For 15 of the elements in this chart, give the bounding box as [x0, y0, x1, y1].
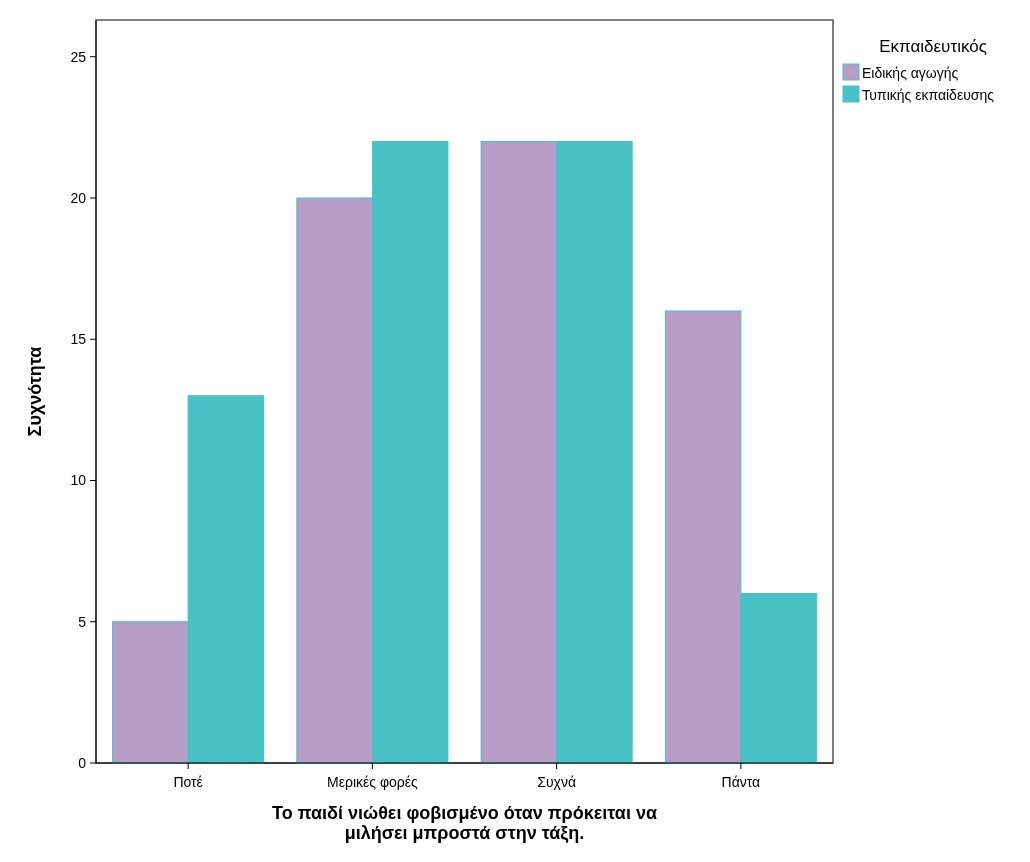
x-tick-label: Ποτέ: [173, 774, 203, 790]
x-axis-title: Το παιδί νιώθει φοβισμένο όταν πρόκειται να μιλήσει μπροστά στην τάξη.: [272, 803, 657, 844]
x-tick-label: Μερικές φορές: [327, 774, 418, 790]
legend-label: Ειδικής αγωγής: [862, 65, 959, 81]
x-tick-label: Πάντα: [721, 774, 761, 790]
y-axis-title: Συχνότητα: [25, 346, 45, 437]
y-tick-label: 5: [78, 613, 87, 630]
y-tick-label: 0: [78, 754, 87, 771]
legend-label: Τυπικής εκπαίδευσης: [862, 87, 995, 103]
x-tick-label: Συχνά: [537, 774, 577, 790]
y-tick-label: 15: [70, 331, 87, 348]
y-tick-label: 20: [70, 189, 87, 206]
y-tick-label: 10: [70, 472, 87, 489]
y-tick-label: 25: [70, 48, 87, 65]
legend-title: Εκπαιδευτικός: [879, 37, 987, 56]
